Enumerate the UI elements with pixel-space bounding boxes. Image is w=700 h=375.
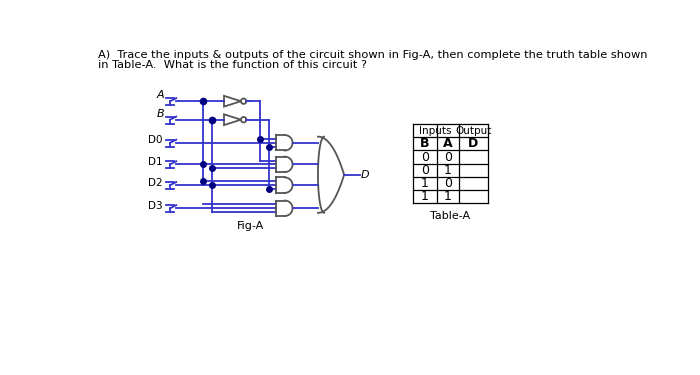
Text: Table-A: Table-A xyxy=(430,210,470,220)
Text: A)  Trace the inputs & outputs of the circuit shown in Fig-A, then complete the : A) Trace the inputs & outputs of the cir… xyxy=(99,50,648,60)
Text: Fig-A: Fig-A xyxy=(237,221,265,231)
Text: in Table-A.  What is the function of this circuit ?: in Table-A. What is the function of this… xyxy=(99,60,368,70)
Text: D1: D1 xyxy=(148,157,162,167)
Text: A: A xyxy=(156,90,164,100)
Text: B: B xyxy=(420,138,430,150)
Text: B: B xyxy=(156,108,164,118)
Text: D2: D2 xyxy=(148,178,162,188)
Text: Inputs: Inputs xyxy=(419,126,452,136)
Text: D: D xyxy=(468,138,479,150)
Text: 0: 0 xyxy=(444,150,452,164)
Text: 1: 1 xyxy=(421,177,429,190)
Text: D3: D3 xyxy=(148,201,162,211)
Text: 0: 0 xyxy=(421,150,429,164)
Text: Output: Output xyxy=(455,126,491,136)
Text: D0: D0 xyxy=(148,135,162,146)
Text: 1: 1 xyxy=(421,190,429,203)
Text: 1: 1 xyxy=(444,190,452,203)
Text: 0: 0 xyxy=(444,177,452,190)
Text: 0: 0 xyxy=(421,164,429,177)
Text: D: D xyxy=(361,170,370,180)
Text: 1: 1 xyxy=(444,164,452,177)
Text: A: A xyxy=(443,138,453,150)
